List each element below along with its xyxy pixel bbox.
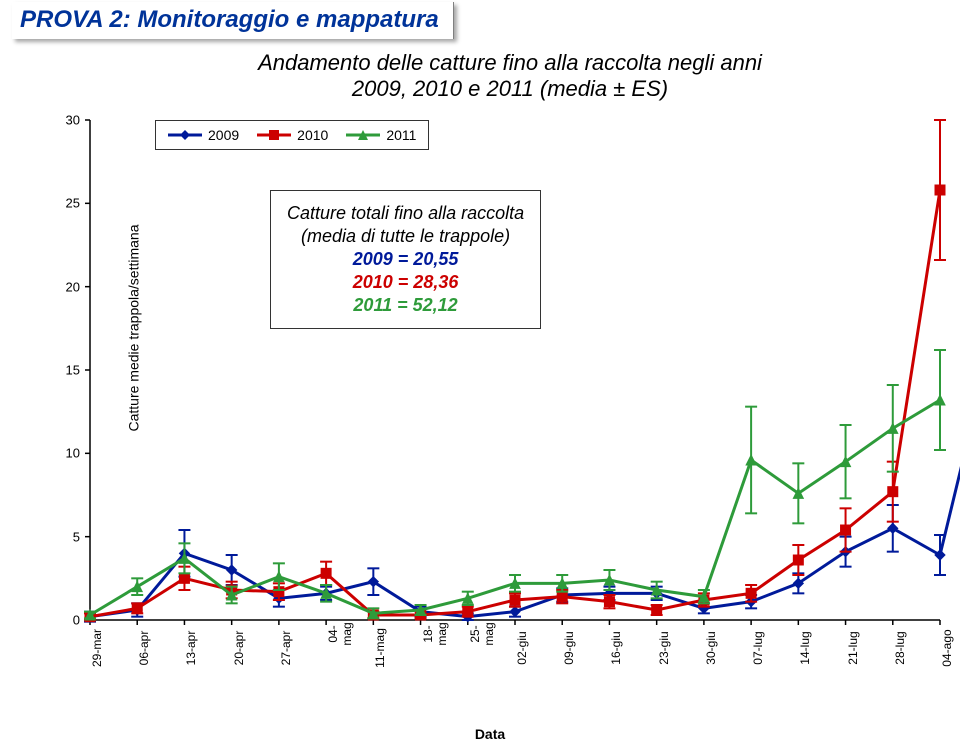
x-tick: 06-apr [137,628,151,668]
chart-area: Catture medie trappola/settimana 0510152… [40,120,940,680]
x-tick: 30-giu [704,628,718,668]
x-tick: 25-mag [468,614,496,654]
x-tick: 04-mag [326,614,354,654]
infobox-value: 2009 = 20,55 [287,249,524,270]
x-tick: 07-lug [751,628,765,668]
subtitle-line2: 2009, 2010 e 2011 (media ± ES) [352,76,668,101]
infobox-heading2: (media di tutte le trappole) [287,226,524,247]
legend-item: 2010 [257,127,328,143]
subtitle-line1: Andamento delle catture fino alla raccol… [258,50,762,75]
x-tick: 18-mag [421,614,449,654]
x-tick: 21-lug [846,628,860,668]
x-tick: 02-giu [515,628,529,668]
x-axis-label: Data [40,726,940,742]
infobox-heading1: Catture totali fino alla raccolta [287,203,524,224]
legend-item: 2009 [168,127,239,143]
infobox-value: 2010 = 28,36 [287,272,524,293]
y-tick: 10 [60,446,80,461]
x-tick: 28-lug [893,628,907,668]
x-tick: 04-ago [940,628,954,668]
legend-item: 2011 [346,127,416,143]
legend: 2009 2010 2011 [155,120,429,150]
subtitle: Andamento delle catture fino alla raccol… [110,50,910,102]
x-tick: 11-mag [373,628,387,668]
y-tick: 25 [60,196,80,211]
y-tick: 20 [60,279,80,294]
infobox-lines: 2009 = 20,552010 = 28,362011 = 52,12 [287,249,524,316]
legend-label: 2009 [208,127,239,143]
y-tick: 30 [60,113,80,128]
x-tick: 27-apr [279,628,293,668]
x-tick: 29-mar [90,628,104,668]
x-tick: 20-apr [232,628,246,668]
info-box: Catture totali fino alla raccolta (media… [270,190,541,329]
title-wrap: PROVA 2: Monitoraggio e mappatura [12,6,454,34]
x-tick: 23-giu [657,628,671,668]
legend-label: 2011 [386,127,416,143]
y-tick: 5 [60,529,80,544]
y-tick: 15 [60,363,80,378]
infobox-value: 2011 = 52,12 [287,295,524,316]
x-tick: 13-apr [184,628,198,668]
x-tick: 16-giu [609,628,623,668]
page-title: PROVA 2: Monitoraggio e mappatura [12,2,454,39]
legend-label: 2010 [297,127,328,143]
x-tick: 09-giu [562,628,576,668]
x-tick: 14-lug [798,628,812,668]
y-tick: 0 [60,613,80,628]
